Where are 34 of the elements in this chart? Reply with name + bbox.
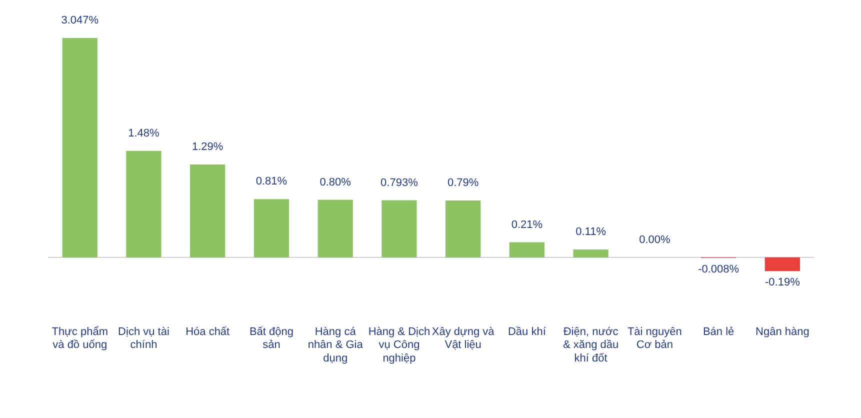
bar [318, 200, 353, 258]
x-tick-label: Bất động sản [249, 326, 294, 352]
bar [254, 199, 290, 258]
data-label: 0.21% [511, 218, 543, 231]
bar [62, 38, 98, 258]
data-label: 3.047% [61, 14, 99, 27]
data-label: 1.48% [128, 127, 160, 140]
data-label: 0.79% [447, 177, 479, 190]
bar [509, 242, 545, 258]
x-tick-label: Dịch vụ tài chính [118, 326, 170, 352]
x-tick-label: Thực phẩm và đồ uống [52, 326, 108, 352]
bar [190, 164, 226, 258]
bar [126, 150, 162, 258]
bar [573, 249, 608, 258]
x-tick-label: Hóa chất [186, 326, 230, 338]
data-label: 1.29% [192, 141, 224, 154]
x-tick-label: Điện, nước & xăng dầu khí đốt [562, 326, 619, 364]
data-label: 0.11% [576, 226, 606, 238]
data-label: -0.19% [764, 276, 800, 289]
data-label: 0.81% [256, 176, 288, 188]
data-label: -0.008% [698, 264, 740, 276]
bar [764, 257, 800, 272]
x-tick-label: Bán lẻ [702, 326, 734, 338]
data-label: 0.80% [320, 176, 352, 188]
x-tick-label: Ngân hàng [756, 326, 810, 338]
bar [382, 200, 417, 258]
x-tick-label: Hàng cá nhân & Gia dụng [308, 326, 364, 364]
x-tick-label: Xây dựng và Vật liệu [432, 326, 496, 352]
bar [446, 200, 481, 258]
x-tick-label: Hàng & Dịch vụ Công nghiệp [368, 326, 430, 364]
data-label: 0.793% [380, 176, 418, 189]
x-tick-label: Tài nguyên Cơ bản [627, 326, 682, 352]
data-label: 0.00% [639, 234, 670, 246]
x-tick-label: Dầu khí [508, 326, 547, 338]
